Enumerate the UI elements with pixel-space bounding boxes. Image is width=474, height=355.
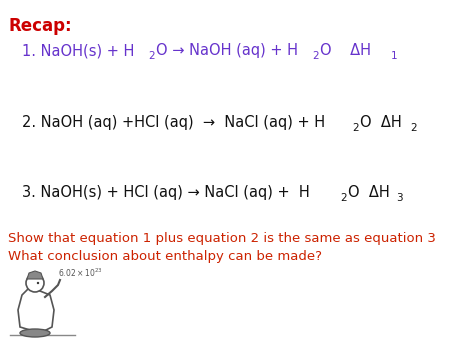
Circle shape [37,282,39,284]
Text: O  ΔH: O ΔH [348,185,390,200]
Polygon shape [27,271,43,279]
Text: $6.02 \times 10^{23}$: $6.02 \times 10^{23}$ [58,267,102,279]
Text: 3: 3 [396,193,402,203]
Text: 1: 1 [391,51,398,61]
Circle shape [26,274,44,292]
Text: 2: 2 [148,51,155,61]
Text: 2: 2 [340,193,346,203]
Text: 1. NaOH(s) + H: 1. NaOH(s) + H [22,43,134,58]
Text: 3. NaOH(s) + HCl (aq) → NaCl (aq) +  H: 3. NaOH(s) + HCl (aq) → NaCl (aq) + H [22,185,310,200]
Text: O  ΔH: O ΔH [360,115,402,130]
Polygon shape [18,287,54,333]
Text: 2: 2 [312,51,319,61]
Text: O → NaOH (aq) + H: O → NaOH (aq) + H [156,43,298,58]
Text: O    ΔH: O ΔH [320,43,371,58]
Text: 2: 2 [410,123,417,133]
Text: What conclusion about enthalpy can be made?: What conclusion about enthalpy can be ma… [8,250,322,263]
Ellipse shape [20,329,50,337]
Text: 2: 2 [352,123,359,133]
Text: Show that equation 1 plus equation 2 is the same as equation 3: Show that equation 1 plus equation 2 is … [8,232,436,245]
Text: Recap:: Recap: [8,17,72,35]
Text: 2. NaOH (aq) +HCl (aq)  →  NaCl (aq) + H: 2. NaOH (aq) +HCl (aq) → NaCl (aq) + H [22,115,325,130]
